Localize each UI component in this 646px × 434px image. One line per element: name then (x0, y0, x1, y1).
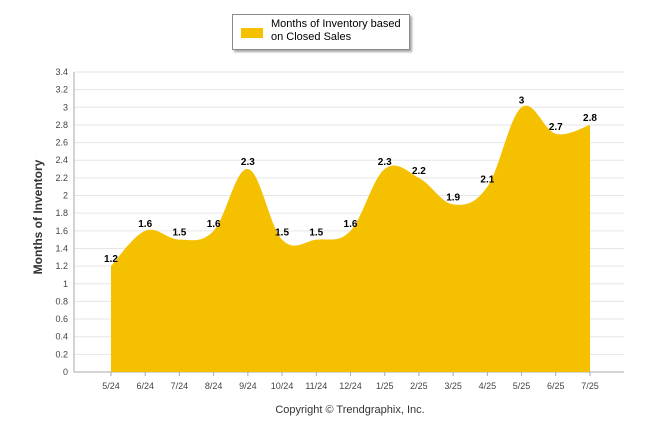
y-tick-label: 3.2 (55, 85, 68, 95)
y-tick-label: 2.2 (55, 173, 68, 183)
x-tick-label: 8/24 (205, 381, 223, 391)
x-tick-label: 12/24 (339, 381, 362, 391)
y-tick-label: 0 (63, 367, 68, 377)
data-label: 1.2 (104, 254, 118, 265)
y-tick-label: 0.2 (55, 349, 68, 359)
y-tick-label: 3 (63, 102, 68, 112)
x-tick-label: 9/24 (239, 381, 257, 391)
y-axis-ticks: 0 0.2 0.4 0.6 0.8 1 1.2 1.4 1.6 1.8 2 2.2 2.4 2.6 2.8 3… (55, 67, 68, 377)
y-tick-label: 3.4 (55, 67, 68, 77)
plot-area (111, 105, 590, 373)
data-label: 1.5 (309, 228, 323, 239)
data-label: 2.2 (412, 166, 426, 177)
data-label: 3 (519, 95, 525, 106)
x-tick-label: 7/24 (171, 381, 189, 391)
y-tick-label: 2 (63, 191, 68, 201)
y-tick-label: 2.4 (55, 155, 68, 165)
y-tick-label: 0.6 (55, 314, 68, 324)
chart-legend: Months of Inventory based on Closed Sale… (232, 14, 410, 50)
data-label: 1.5 (275, 228, 289, 239)
data-label: 2.1 (480, 175, 494, 186)
legend-label: Months of Inventory based on Closed Sale… (271, 18, 401, 43)
x-tick-label: 5/25 (513, 381, 531, 391)
y-tick-label: 2.8 (55, 120, 68, 130)
inventory-area (111, 105, 590, 373)
data-label: 2.3 (241, 157, 255, 168)
x-tick-label: 2/25 (410, 381, 428, 391)
y-tick-label: 1 (63, 279, 68, 289)
y-tick-label: 0.4 (55, 332, 68, 342)
data-labels: 1.2 1.6 1.5 1.6 2.3 1.5 1.5 1.6 2.3 2.2 1.9 2.1 3 2.7… (104, 95, 597, 265)
y-tick-label: 0.8 (55, 296, 68, 306)
copyright-footer: Copyright © Trendgraphix, Inc. (275, 404, 424, 416)
x-tick-label: 3/25 (444, 381, 462, 391)
data-label: 1.6 (138, 219, 152, 230)
y-tick-label: 1.2 (55, 261, 68, 271)
legend-swatch (241, 28, 263, 38)
data-label: 1.9 (446, 192, 460, 203)
x-tick-label: 1/25 (376, 381, 394, 391)
x-tick-label: 5/24 (102, 381, 120, 391)
y-axis-title: Months of Inventory (31, 159, 45, 274)
data-label: 2.8 (583, 113, 597, 124)
y-tick-label: 2.6 (55, 138, 68, 148)
y-tick-label: 1.8 (55, 208, 68, 218)
data-label: 1.6 (344, 219, 358, 230)
x-tick-label: 10/24 (271, 381, 294, 391)
data-label: 1.6 (207, 219, 221, 230)
y-tick-label: 1.6 (55, 226, 68, 236)
x-tick-label: 7/25 (581, 381, 599, 391)
x-tick-label: 6/24 (136, 381, 154, 391)
x-tick-label: 11/24 (305, 381, 327, 391)
y-tick-label: 1.4 (55, 243, 68, 253)
x-tick-label: 4/25 (479, 381, 497, 391)
data-label: 1.5 (172, 228, 186, 239)
data-label: 2.7 (549, 122, 563, 133)
x-tick-label: 6/25 (547, 381, 565, 391)
x-axis-ticks: 5/24 6/24 7/24 8/24 9/24 10/24 11/24 12/24 1/25 2… (102, 372, 599, 391)
data-label: 2.3 (378, 157, 392, 168)
